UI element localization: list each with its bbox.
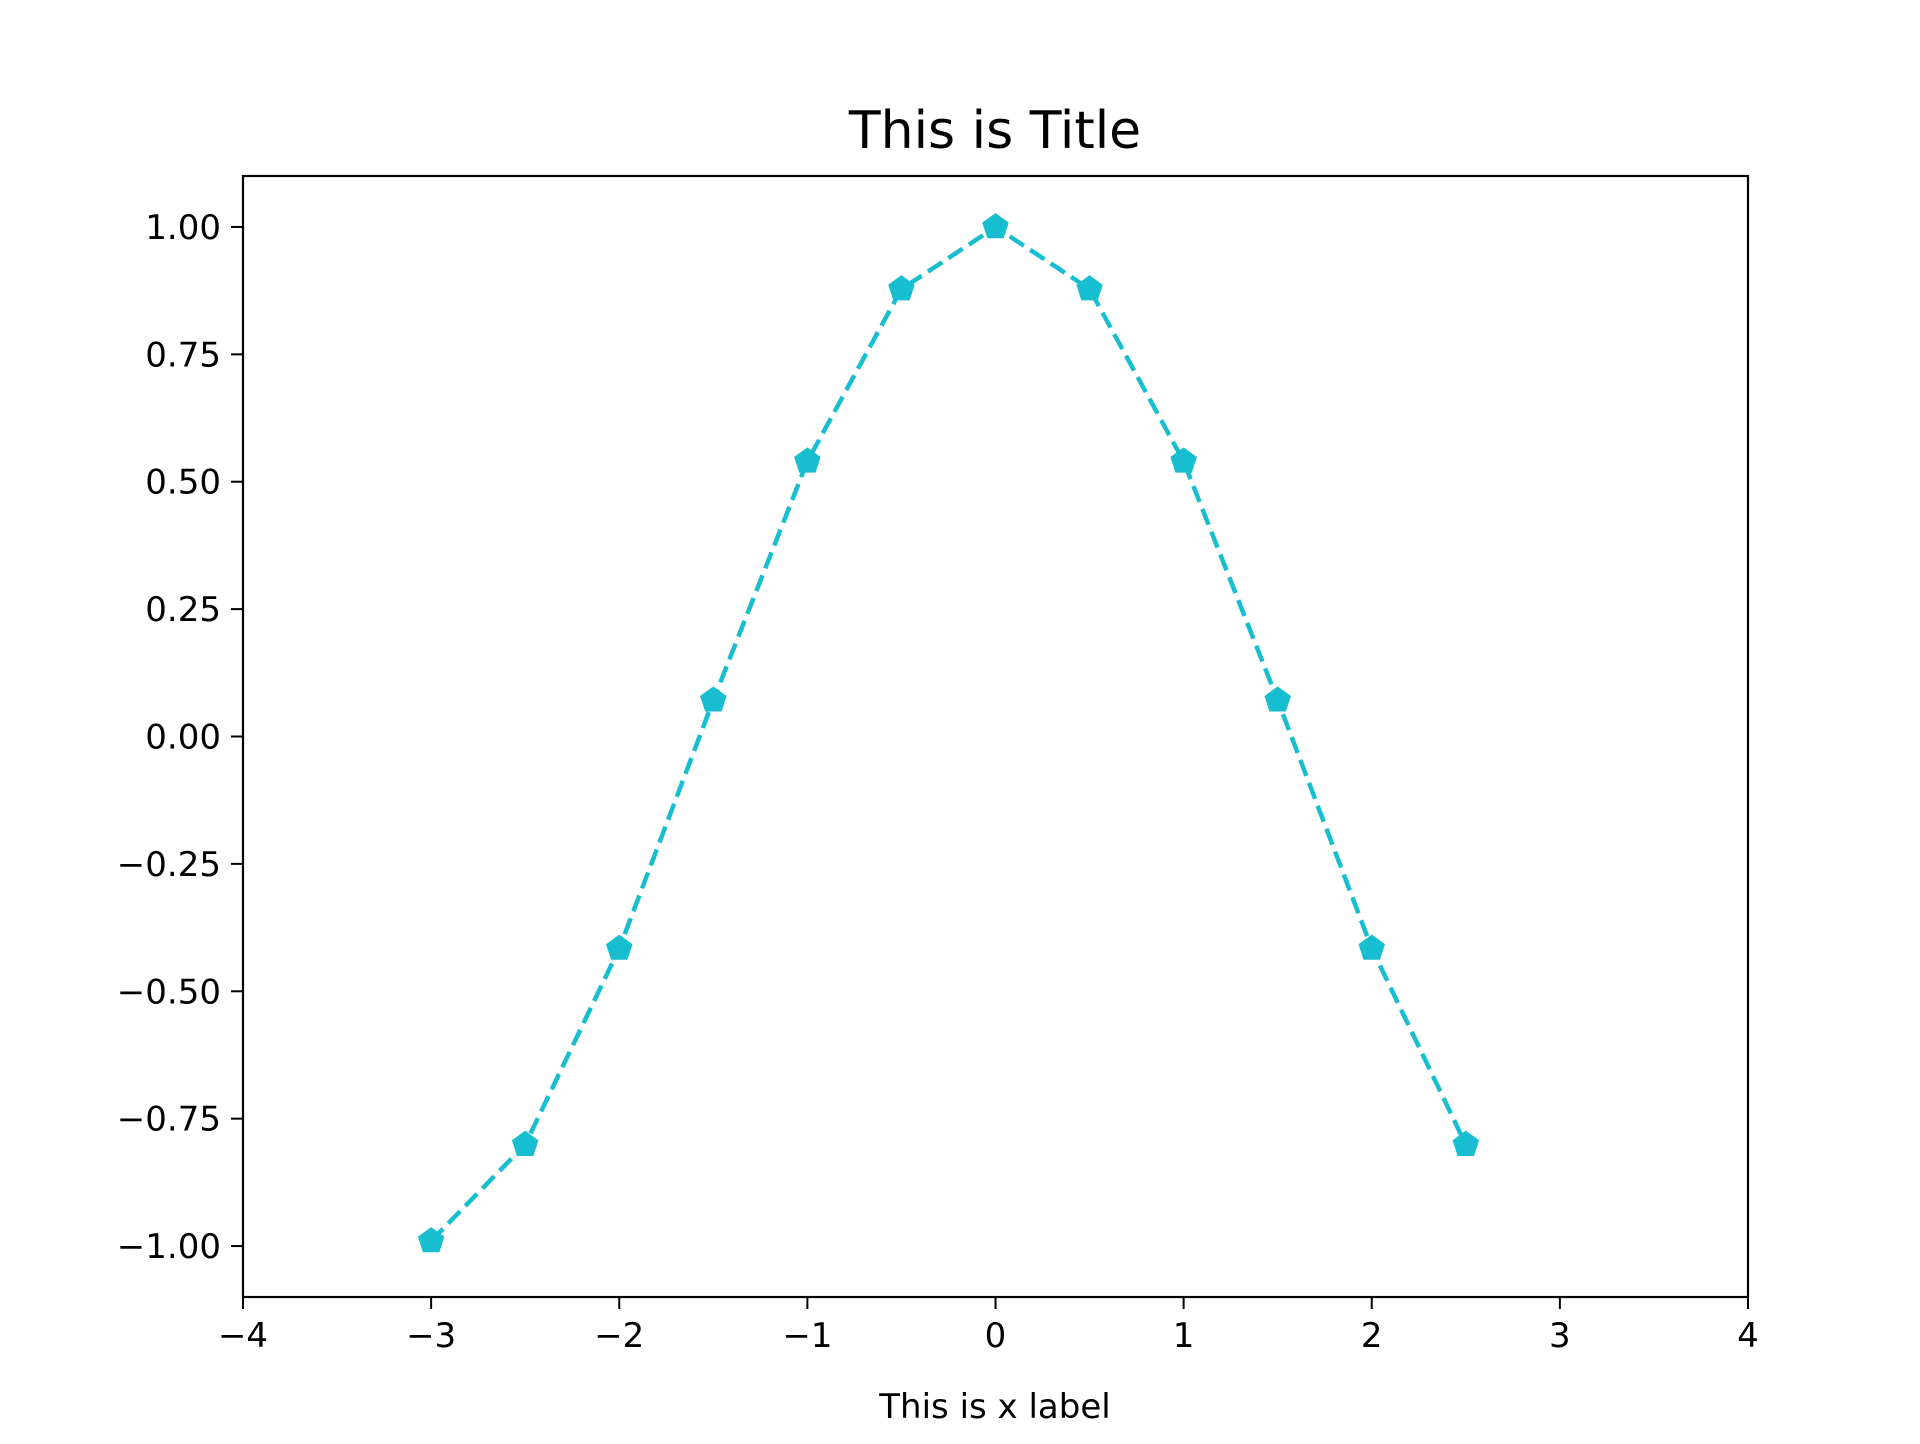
y-tick-label: 0.00 <box>145 718 221 758</box>
x-tick-label: −3 <box>406 1316 456 1356</box>
data-point-marker <box>606 934 633 960</box>
data-point-marker <box>511 1130 539 1156</box>
plot-area-frame <box>241 174 1750 1299</box>
x-tick-label: 1 <box>1173 1316 1195 1356</box>
data-point-marker <box>1358 934 1385 960</box>
x-tick-label: 4 <box>1737 1316 1759 1356</box>
y-tick-label: 0.75 <box>145 335 221 375</box>
data-point-marker <box>1076 275 1103 301</box>
data-point-marker <box>794 447 821 473</box>
y-tick-label: −0.50 <box>117 972 221 1012</box>
x-tick-label: 2 <box>1361 1316 1383 1356</box>
series-layer <box>417 213 1480 1253</box>
y-tick-label: −1.00 <box>117 1227 221 1267</box>
x-tick-label: −1 <box>782 1316 832 1356</box>
y-tick-label: 0.50 <box>145 463 221 503</box>
chart-title: This is Title <box>848 101 1141 161</box>
x-axis-label: This is x label <box>878 1387 1110 1427</box>
data-point-marker <box>1170 447 1197 473</box>
data-point-marker <box>700 686 727 712</box>
data-point-marker <box>417 1227 445 1253</box>
x-axis: −4 −3 −2 −1 0 1 2 3 4 <box>218 1297 1759 1356</box>
x-tick-label: −2 <box>594 1316 644 1356</box>
data-point-marker <box>1452 1130 1480 1156</box>
y-tick-label: 1.00 <box>145 208 221 248</box>
y-tick-label: −0.75 <box>117 1100 221 1140</box>
data-point-marker <box>888 275 915 301</box>
y-tick-label: 0.25 <box>145 590 221 630</box>
data-point-marker <box>1264 686 1291 712</box>
y-axis: 1.00 0.75 0.50 0.25 0.00 −0.25 −0.50 −0.75 −1.00 <box>117 208 243 1267</box>
x-tick-label: 3 <box>1549 1316 1571 1356</box>
series-line <box>429 224 1468 1243</box>
x-tick-label: 0 <box>985 1316 1007 1356</box>
data-point-marker <box>982 213 1009 239</box>
y-tick-label: −0.25 <box>117 845 221 885</box>
x-tick-label: −4 <box>218 1316 268 1356</box>
